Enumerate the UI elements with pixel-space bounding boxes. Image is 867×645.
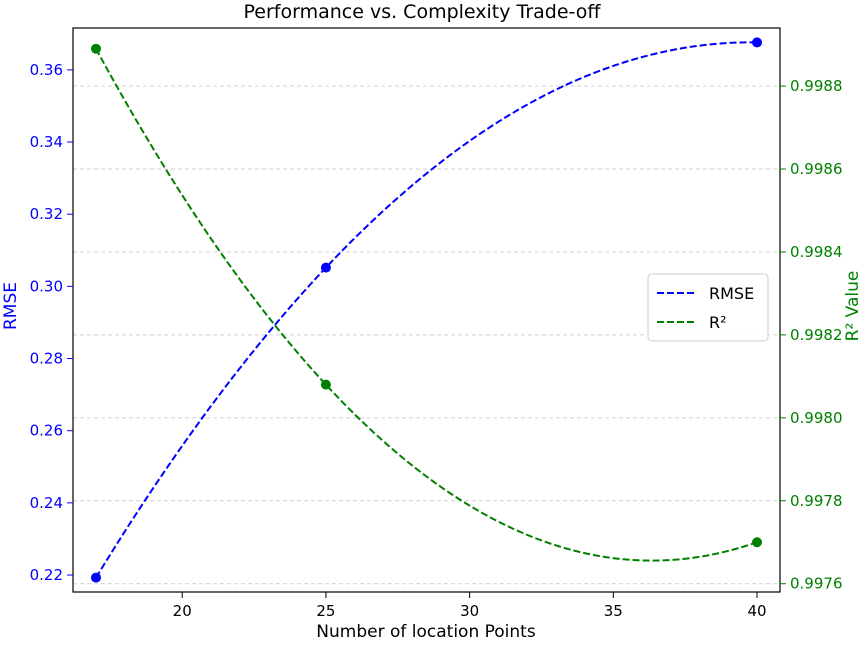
y-left-tick-label: 0.24 xyxy=(30,494,63,512)
x-tick-label: 35 xyxy=(604,602,623,620)
y-left-tick-label: 0.26 xyxy=(30,422,63,440)
y-axis-label-left: RMSE xyxy=(1,282,21,330)
r2-point xyxy=(320,379,331,390)
y-left-tick-label: 0.32 xyxy=(30,205,63,223)
rmse-point xyxy=(320,262,331,273)
y-left-tick-label: 0.22 xyxy=(30,566,63,584)
rmse-line xyxy=(95,41,758,579)
y-right-tick-label: 0.9978 xyxy=(790,492,843,510)
y-left-tick-label: 0.36 xyxy=(30,61,63,79)
y-right-tick-label: 0.9986 xyxy=(790,160,843,178)
legend-frame xyxy=(647,273,769,342)
y-right-tick-label: 0.9988 xyxy=(790,77,843,95)
legend: RMSE R² xyxy=(647,273,769,342)
rmse-point xyxy=(90,572,101,583)
legend-rmse-label: RMSE xyxy=(709,284,754,303)
legend-r2-label: R² xyxy=(709,313,727,332)
r2-point xyxy=(752,537,763,548)
x-tick-label: 30 xyxy=(460,602,479,620)
x-tick-label: 25 xyxy=(316,602,335,620)
y-left-tick-label: 0.30 xyxy=(30,277,63,295)
axes-layer: 20 25 30 35 40 0.22 0.24 0.26 0.28 0.30 0.32 0.34 0.… xyxy=(30,27,843,620)
y-right-tick-label: 0.9984 xyxy=(790,243,843,261)
r2-point xyxy=(90,43,101,54)
y-right-tick-label: 0.9982 xyxy=(790,326,843,344)
x-tick-label: 40 xyxy=(747,602,766,620)
chart-title: Performance vs. Complexity Trade-off xyxy=(244,1,602,23)
series-layer xyxy=(90,37,763,583)
y-right-tick-label: 0.9976 xyxy=(790,575,843,593)
r2-line xyxy=(95,48,758,562)
rmse-point xyxy=(752,37,763,48)
y-left-tick-label: 0.34 xyxy=(30,133,63,151)
y-left-tick-label: 0.28 xyxy=(30,350,63,368)
y-right-tick-label: 0.9980 xyxy=(790,409,843,427)
plot-frame xyxy=(72,27,781,593)
x-axis-label: Number of location Points xyxy=(316,622,536,641)
y-axis-label-right: R² Value xyxy=(843,271,863,342)
x-tick-label: 20 xyxy=(173,602,192,620)
